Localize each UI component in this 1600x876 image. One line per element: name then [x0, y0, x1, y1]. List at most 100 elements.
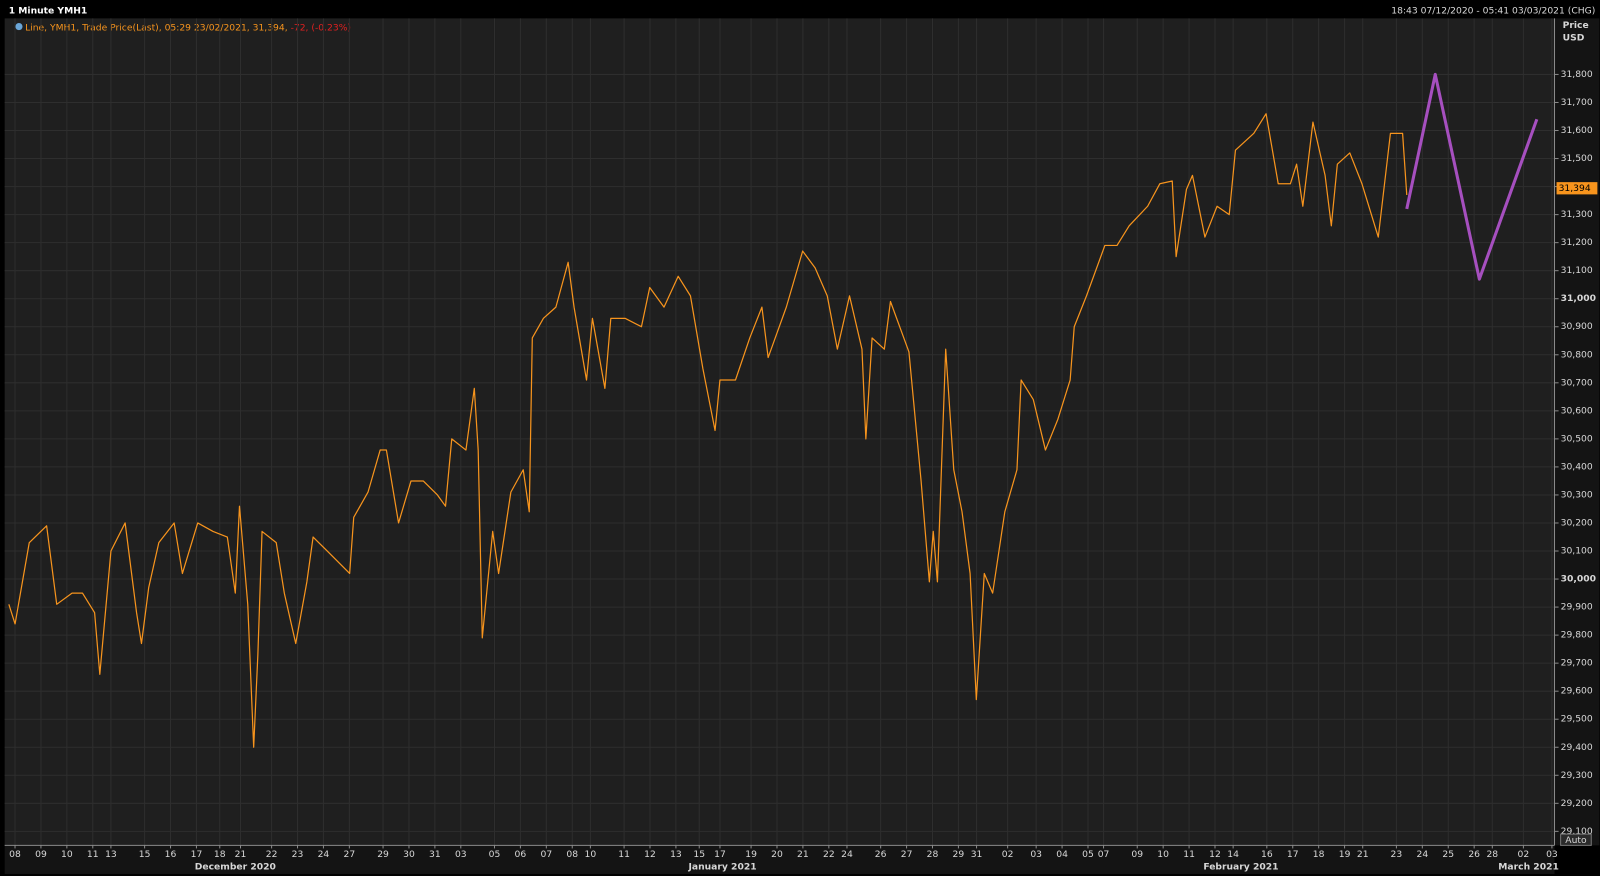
- x-tick-label: 26: [1468, 849, 1480, 860]
- x-tick-label: 27: [901, 849, 913, 860]
- x-tick-label: 05: [489, 849, 501, 860]
- marks: [8, 72, 1539, 748]
- y-tick-label: 30,600: [1561, 405, 1593, 416]
- x-tick-label: 19: [745, 849, 757, 860]
- legend-icon[interactable]: [15, 22, 23, 31]
- y-tick-label: 29,300: [1561, 770, 1593, 781]
- x-tick-label: 08: [9, 849, 21, 860]
- legend: Line, YMH1, Trade Price(Last), 05:29 23/…: [25, 22, 351, 33]
- x-tick-label: 29: [377, 849, 389, 860]
- y-tick-label: 29,400: [1561, 742, 1593, 753]
- last-price-label: 31,394: [1559, 183, 1591, 194]
- legend-entry: Line, YMH1, Trade Price(Last), 05:29 23/…: [25, 22, 288, 33]
- x-tick-label: 11: [1183, 849, 1195, 860]
- y-tick-label: 31,100: [1561, 265, 1593, 276]
- x-tick-label: 21: [797, 849, 809, 860]
- y-tick-label: 30,400: [1561, 461, 1593, 472]
- x-tick-label: 21: [235, 849, 247, 860]
- y-tick-label: 30,800: [1561, 349, 1593, 360]
- legend-change: -72, (-0.23%): [291, 22, 351, 33]
- x-tick-label: 14: [1227, 849, 1239, 860]
- auto-button-label[interactable]: Auto: [1565, 835, 1587, 846]
- y-tick-label: 30,300: [1561, 489, 1593, 500]
- axes: 29,100 29,200 29,300 29,400 29,500 29,600 29,7…: [4, 18, 1598, 872]
- y-tick-label: 31,800: [1561, 69, 1593, 80]
- month-label: March 2021: [1498, 861, 1559, 872]
- x-tick-label: 27: [344, 849, 356, 860]
- x-tick-label: 28: [1486, 849, 1498, 860]
- x-tick-label: 22: [823, 849, 835, 860]
- x-tick-label: 08: [566, 849, 578, 860]
- price-line: [1405, 72, 1539, 281]
- x-tick-label: 12: [644, 849, 656, 860]
- x-tick-label: 21: [1357, 849, 1369, 860]
- auto-button[interactable]: [1560, 833, 1592, 846]
- last-price-box: [1556, 182, 1598, 195]
- x-tick-label: 10: [61, 849, 73, 860]
- y-tick-label: 29,500: [1561, 714, 1593, 725]
- y-tick-label: 30,000: [1561, 574, 1596, 585]
- x-tick-label: 12: [1209, 849, 1221, 860]
- x-tick-label: 24: [1416, 849, 1428, 860]
- y-tick-label: 29,700: [1561, 658, 1593, 669]
- x-tick-label: 22: [266, 849, 278, 860]
- x-tick-label: 23: [292, 849, 304, 860]
- x-tick-label: 03: [1030, 849, 1042, 860]
- y-tick-label: 30,100: [1561, 546, 1593, 557]
- x-tick-label: 15: [693, 849, 705, 860]
- month-label: January 2021: [688, 861, 757, 872]
- x-tick-label: 16: [1261, 849, 1273, 860]
- x-tick-label: 16: [165, 849, 177, 860]
- x-tick-label: 24: [841, 849, 853, 860]
- y-tick-label: 30,700: [1561, 377, 1593, 388]
- chart-title: 1 Minute YMH1: [9, 6, 88, 17]
- x-tick-label: 06: [515, 849, 527, 860]
- x-tick-label: 04: [1056, 849, 1068, 860]
- price-line: [8, 113, 1408, 748]
- x-tick-label: 10: [1157, 849, 1169, 860]
- x-tick-label: 02: [1002, 849, 1014, 860]
- x-tick-label: 09: [1131, 849, 1143, 860]
- x-tick-label: 19: [1339, 849, 1351, 860]
- x-tick-label: 23: [1391, 849, 1403, 860]
- month-label: December 2020: [195, 861, 276, 872]
- x-tick-label: 02: [1518, 849, 1530, 860]
- x-tick-label: 13: [670, 849, 682, 860]
- x-tick-label: 25: [1442, 849, 1454, 860]
- y-axis-panel: [1554, 18, 1600, 846]
- x-tick-label: 07: [540, 849, 552, 860]
- x-tick-label: 10: [585, 849, 597, 860]
- x-tick-label: 18: [1313, 849, 1325, 860]
- x-tick-label: 03: [1546, 849, 1558, 860]
- x-tick-label: 17: [714, 849, 726, 860]
- x-tick-label: 07: [1098, 849, 1110, 860]
- y-tick-label: 31,600: [1561, 125, 1593, 136]
- y-tick-label: 29,200: [1561, 798, 1593, 809]
- date-range: 18:43 07/12/2020 - 05:41 03/03/2021 (CHG…: [1391, 6, 1595, 17]
- y-axis-unit: USD: [1563, 32, 1585, 43]
- y-tick-label: 31,300: [1561, 209, 1593, 220]
- x-tick-label: 09: [35, 849, 47, 860]
- x-tick-label: 17: [191, 849, 203, 860]
- grid: [4, 18, 1555, 846]
- x-tick-label: 30: [403, 849, 415, 860]
- x-tick-label: 29: [953, 849, 965, 860]
- x-tick-label: 18: [214, 849, 226, 860]
- x-tick-label: 13: [105, 849, 117, 860]
- x-tick-label: 11: [87, 849, 99, 860]
- x-tick-label: 24: [318, 849, 330, 860]
- x-tick-label: 15: [139, 849, 151, 860]
- y-tick-label: 31,500: [1561, 153, 1593, 164]
- plot-area: [4, 18, 1555, 846]
- month-label: February 2021: [1203, 861, 1278, 872]
- x-tick-label: 28: [927, 849, 939, 860]
- y-axis-label: Price: [1563, 20, 1589, 31]
- x-tick-label: 17: [1287, 849, 1299, 860]
- x-tick-label: 03: [455, 849, 467, 860]
- y-tick-label: 29,600: [1561, 686, 1593, 697]
- x-tick-label: 20: [771, 849, 783, 860]
- y-tick-label: 31,700: [1561, 97, 1593, 108]
- y-tick-label: 31,200: [1561, 237, 1593, 248]
- x-tick-label: 26: [875, 849, 887, 860]
